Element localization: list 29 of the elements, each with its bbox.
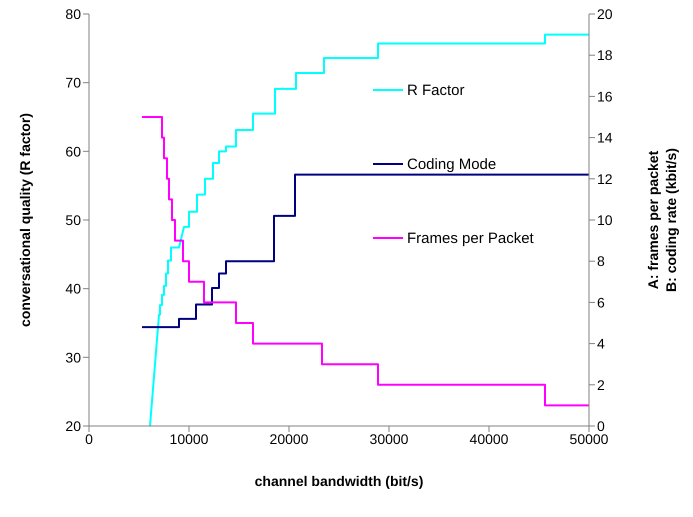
y-tick-label: 20 [65, 418, 82, 434]
y2-axis-title: A: frames per packet B: coding rate (kbit/s) [645, 148, 679, 292]
legend-label: Frames per Packet [407, 230, 534, 246]
legend-label: Coding Mode [407, 156, 496, 172]
x-tick-label: 30000 [370, 430, 409, 447]
y-tick-label: 30 [65, 349, 82, 366]
legend-label: R Factor [407, 82, 465, 98]
y-tick-label: 80 [65, 6, 82, 22]
x-tick-label: 40000 [470, 430, 509, 447]
y2-tick-label: 16 [597, 88, 613, 104]
y-axis-title: conversational quality (R factor) [16, 113, 33, 327]
y2-tick-label: 14 [597, 130, 613, 146]
x-tick-label: 20000 [270, 430, 309, 447]
x-tick-label: 0 [85, 430, 94, 447]
y2-tick-label: 4 [597, 336, 605, 352]
y2-tick-label: 20 [597, 6, 613, 22]
y-tick-label: 40 [65, 280, 82, 297]
y2-tick-label: 2 [597, 376, 605, 393]
x-axis-title: channel bandwidth (bit/s) [254, 473, 424, 489]
y2-tick-label: 10 [597, 212, 613, 228]
y2-tick-label: 18 [597, 47, 613, 64]
y2-tick-label: 6 [597, 294, 605, 310]
y-tick-label: 70 [65, 74, 82, 91]
line-series [149, 34, 589, 426]
y2-tick-label: 12 [597, 170, 613, 187]
y-tick-label: 50 [65, 212, 82, 228]
x-tick-label: 10000 [170, 430, 209, 447]
y-tick-label: 60 [65, 143, 82, 160]
y2-tick-label: 8 [597, 253, 605, 270]
